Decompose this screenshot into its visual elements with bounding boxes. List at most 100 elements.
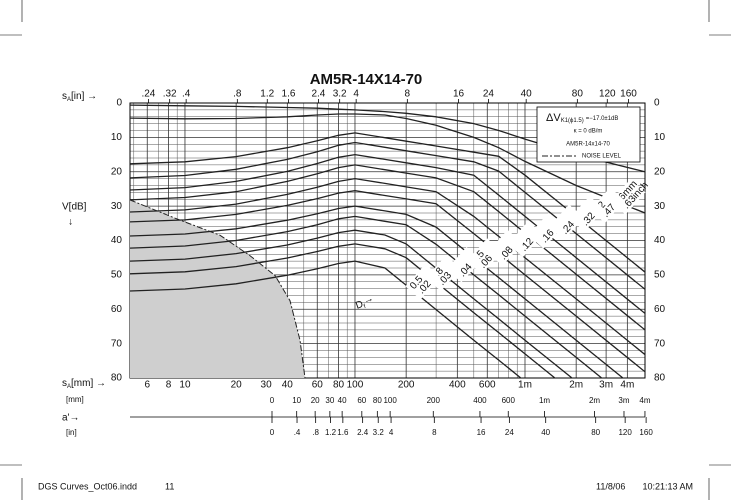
dgs-curve — [130, 215, 603, 378]
x2-tick-label: 24 — [483, 89, 495, 100]
curves — [130, 104, 645, 378]
y2-tick-label: 70 — [654, 338, 666, 349]
label-sub: A — [67, 384, 71, 390]
dgs-curve — [130, 190, 645, 373]
aprime-mm-label: 1m — [539, 396, 550, 405]
legend-kappa: κ = 0 dB/m — [574, 129, 603, 135]
aprime-mm-label: 30 — [325, 396, 334, 405]
y2-tick-label: 50 — [654, 270, 666, 281]
legend-probe: AM5R-14x14-70 — [566, 142, 610, 148]
aprime-in-label: 24 — [505, 428, 514, 437]
x-tick-label: 600 — [479, 380, 496, 391]
dgs-curve — [130, 260, 522, 378]
df-sub: f — [363, 303, 367, 309]
aprime-in-label: 3.2 — [373, 428, 385, 437]
aprime-in-label: 8 — [432, 428, 437, 437]
legend-box — [536, 106, 641, 163]
y2-tick-label: 60 — [654, 304, 666, 315]
x-tick-label: 10 — [179, 380, 191, 391]
x-tick-label: 60 — [312, 380, 324, 391]
x2-tick-label: 1.2 — [260, 89, 274, 100]
aprime-in-label: 160 — [639, 428, 653, 437]
aprime-mm-label: 60 — [357, 396, 366, 405]
footer-date: 11/8/06 — [596, 481, 625, 491]
legend-ref: ΔVK1(ϕ1.5) =−17.0±1dB — [546, 112, 618, 124]
x-tick-label: 1m — [518, 380, 532, 391]
aprime-mm-label: 0 — [270, 396, 275, 405]
y2-tick-label: 80 — [654, 373, 666, 384]
aprime-mm-label: 3m — [618, 396, 629, 405]
aprime-mm-label: 600 — [502, 396, 516, 405]
x-tick-label: 400 — [449, 380, 466, 391]
legend-eq: =−17.0±1dB — [586, 116, 619, 122]
df-arrow: → — [362, 293, 375, 307]
aprime-in-label: .8 — [312, 428, 319, 437]
aprime-in-label: .4 — [294, 428, 301, 437]
y-axis-label: V[dB] — [62, 202, 87, 213]
aprime-in-label: 120 — [618, 428, 632, 437]
aprime-in-label: 1.6 — [337, 428, 349, 437]
curve-label-bg — [405, 263, 441, 300]
aprime-in-label: 80 — [591, 428, 600, 437]
label-unit: [in] → — [71, 91, 97, 102]
aprime-in-label: 4 — [389, 428, 394, 437]
chart-title: AM5R-14X14-70 — [310, 71, 423, 88]
top-axis-label: sA[in] → — [62, 91, 97, 103]
label-unit: [mm] → — [71, 378, 106, 389]
x2-tick-label: .8 — [233, 89, 242, 100]
y-tick-label: 70 — [111, 338, 123, 349]
y-tick-label: 40 — [111, 235, 123, 246]
dgs-curve — [130, 164, 645, 331]
dgs-curve — [130, 132, 645, 273]
x-tick-label: 2m — [569, 380, 583, 391]
aprime-in-label: 1.2 — [325, 428, 337, 437]
aprime-in-label: 2.4 — [357, 428, 369, 437]
aprime-in-label: 40 — [541, 428, 550, 437]
x-tick-label: 100 — [347, 380, 364, 391]
y-tick-label: 60 — [111, 304, 123, 315]
df-label: Df→ — [353, 293, 376, 313]
dgs-curve — [130, 113, 645, 214]
x-tick-label: 200 — [398, 380, 415, 391]
x-tick-label: 6 — [144, 380, 150, 391]
dgs-curve — [130, 153, 645, 314]
df-main: D — [354, 298, 365, 311]
legend: ΔVK1(ϕ1.5) =−17.0±1dB κ = 0 dB/m AM5R-14x14… — [536, 106, 641, 163]
y-axis-arrow: ↓ — [68, 217, 73, 228]
x-tick-label: 80 — [333, 380, 345, 391]
y2-tick-label: 20 — [654, 166, 666, 177]
x2-tick-label: 80 — [572, 89, 584, 100]
x2-tick-label: 1.6 — [282, 89, 296, 100]
y-tick-label: 0 — [116, 98, 122, 109]
aprime-mm-unit: [mm] — [66, 395, 84, 404]
aprime-mm-label: 4m — [639, 396, 650, 405]
aprime-in-label: 0 — [270, 428, 275, 437]
noise-line — [130, 199, 306, 378]
x2-tick-label: 3.2 — [333, 89, 347, 100]
x2-tick-label: .24 — [141, 89, 155, 100]
y-tick-label: 80 — [111, 373, 123, 384]
x-tick-label: 4m — [620, 380, 634, 391]
x2-tick-label: 16 — [453, 89, 465, 100]
x2-tick-label: .32 — [163, 89, 177, 100]
x2-tick-label: .4 — [182, 89, 191, 100]
aprime-mm-label: 10 — [292, 396, 301, 405]
aprime-mm-label: 100 — [383, 396, 397, 405]
dgs-curve — [130, 229, 574, 378]
footer-file: DGS Curves_Oct06.indd — [38, 481, 137, 491]
dgs-curve — [130, 104, 645, 173]
dgs-curve — [130, 141, 645, 290]
x2-tick-label: 8 — [405, 89, 411, 100]
x-tick-label: 8 — [166, 380, 172, 391]
y-tick-label: 30 — [111, 201, 123, 212]
aprime-mm-label: 200 — [427, 396, 441, 405]
label-main: s — [62, 91, 67, 102]
label-sub: A — [67, 97, 71, 103]
label-main: s — [62, 378, 67, 389]
y2-tick-label: 0 — [654, 98, 660, 109]
aprime-mm-label: 80 — [373, 396, 382, 405]
aprime-mm-label: 20 — [311, 396, 320, 405]
aprime-label: a'→ — [62, 413, 79, 424]
aprime-mm-label: 400 — [473, 396, 487, 405]
